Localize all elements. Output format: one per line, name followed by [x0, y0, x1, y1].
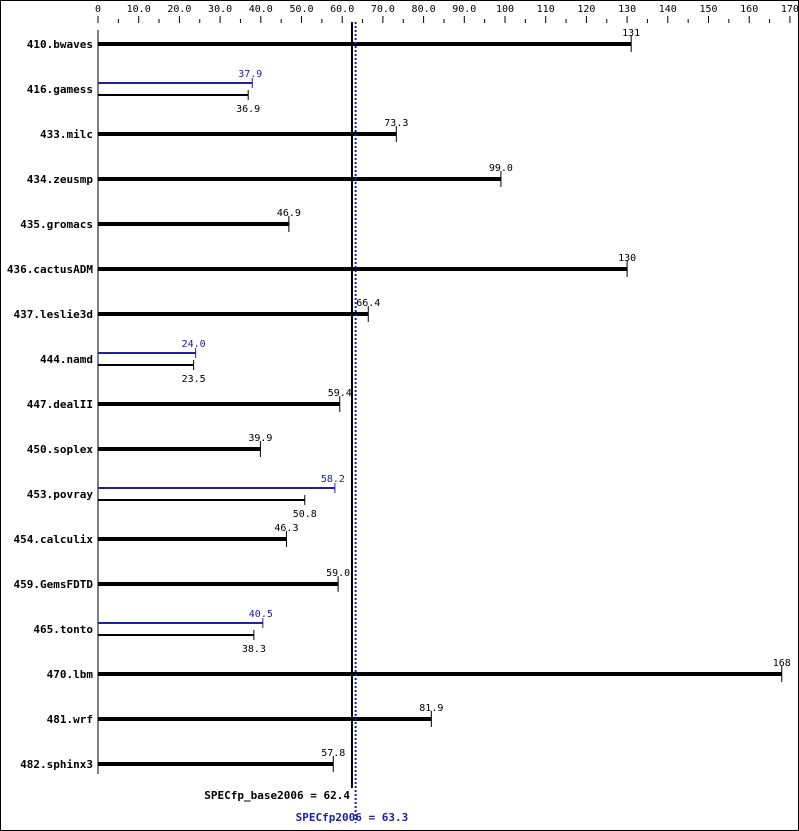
base-value-label: 38.3 [242, 644, 266, 655]
base-value-label: 23.5 [182, 374, 206, 385]
x-tick-label: 160 [740, 4, 758, 15]
x-tick-label: 40.0 [249, 4, 273, 15]
x-tick-label: 70.0 [371, 4, 395, 15]
category-label: 416.gamess [27, 83, 93, 96]
base-value-label: 81.9 [419, 703, 443, 714]
category-label: 482.sphinx3 [20, 758, 93, 771]
x-tick-label: 30.0 [208, 4, 232, 15]
base-value-label: 59.0 [326, 568, 350, 579]
category-label: 453.povray [27, 488, 94, 501]
x-tick-label: 130 [618, 4, 636, 15]
category-label: 435.gromacs [20, 218, 93, 231]
base-value-label: 57.8 [321, 748, 345, 759]
base-value-label: 99.0 [489, 163, 513, 174]
x-tick-label: 60.0 [330, 4, 354, 15]
base-value-label: 39.9 [248, 433, 272, 444]
category-label: 450.soplex [27, 443, 94, 456]
x-tick-label: 0 [95, 4, 101, 15]
base-value-label: 66.4 [356, 298, 380, 309]
category-label: 434.zeusmp [27, 173, 94, 186]
category-label: 481.wrf [47, 713, 93, 726]
category-label: 447.dealII [27, 398, 93, 411]
x-tick-label: 140 [659, 4, 677, 15]
peak-value-label: 40.5 [249, 609, 273, 620]
x-tick-label: 110 [537, 4, 555, 15]
x-tick-label: 90.0 [452, 4, 476, 15]
category-label: 437.leslie3d [14, 308, 93, 321]
category-label: 454.calculix [14, 533, 94, 546]
category-label: 444.namd [40, 353, 93, 366]
category-label: 433.milc [40, 128, 93, 141]
x-tick-label: 150 [699, 4, 717, 15]
category-label: 465.tonto [33, 623, 93, 636]
category-label: 436.cactusADM [7, 263, 93, 276]
peak-value-label: 24.0 [182, 339, 206, 350]
base-value-label: 36.9 [236, 104, 260, 115]
base-value-label: 168 [773, 658, 791, 669]
x-tick-label: 10.0 [127, 4, 151, 15]
peak-value-label: 37.9 [238, 69, 262, 80]
base-value-label: 46.9 [277, 208, 301, 219]
x-tick-label: 170 [781, 4, 799, 15]
base-value-label: 50.8 [293, 509, 317, 520]
base-value-label: 46.3 [274, 523, 298, 534]
x-tick-label: 100 [496, 4, 514, 15]
peak-value-label: 58.2 [321, 474, 345, 485]
x-tick-label: 80.0 [412, 4, 436, 15]
base-mean-label: SPECfp_base2006 = 62.4 [204, 789, 350, 802]
peak-mean-label: SPECfp2006 = 63.3 [296, 811, 409, 824]
category-label: 470.lbm [47, 668, 94, 681]
base-value-label: 130 [618, 253, 636, 264]
x-tick-label: 20.0 [167, 4, 191, 15]
category-label: 459.GemsFDTD [14, 578, 94, 591]
base-value-label: 131 [622, 28, 640, 39]
base-value-label: 73.3 [384, 118, 408, 129]
category-label: 410.bwaves [27, 38, 93, 51]
x-tick-label: 50.0 [289, 4, 313, 15]
x-tick-label: 120 [577, 4, 595, 15]
base-value-label: 59.4 [328, 388, 352, 399]
